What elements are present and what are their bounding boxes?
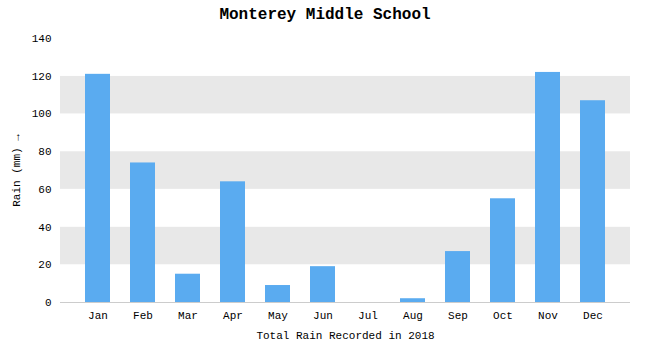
svg-text:Total Rain Recorded in 2018: Total Rain Recorded in 2018 <box>256 330 434 342</box>
svg-text:Sep: Sep <box>448 310 468 322</box>
html-text:Monterey Middle School: Monterey Middle School <box>219 6 431 24</box>
svg-text:Nov: Nov <box>538 310 558 322</box>
svg-text:Jan: Jan <box>88 310 108 322</box>
svg-text:20: 20 <box>38 259 51 271</box>
svg-text:80: 80 <box>38 146 51 158</box>
svg-text:Jul: Jul <box>358 310 378 322</box>
svg-text:100: 100 <box>32 108 52 120</box>
svg-text:120: 120 <box>32 71 52 83</box>
svg-text:0: 0 <box>45 297 52 309</box>
svg-text:Jun: Jun <box>313 310 333 322</box>
svg-text:Oct: Oct <box>493 310 513 322</box>
svg-text:140: 140 <box>32 33 52 45</box>
svg-text:Aug: Aug <box>403 310 423 322</box>
svg-text:Dec: Dec <box>583 310 603 322</box>
svg-text:Rain (mm) →: Rain (mm) → <box>11 134 23 207</box>
svg-text:Apr: Apr <box>223 310 243 322</box>
svg-text:Mar: Mar <box>178 310 198 322</box>
svg-text:May: May <box>268 310 288 322</box>
svg-text:40: 40 <box>38 222 51 234</box>
svg-text:60: 60 <box>38 184 51 196</box>
svg-text:Feb: Feb <box>133 310 153 322</box>
